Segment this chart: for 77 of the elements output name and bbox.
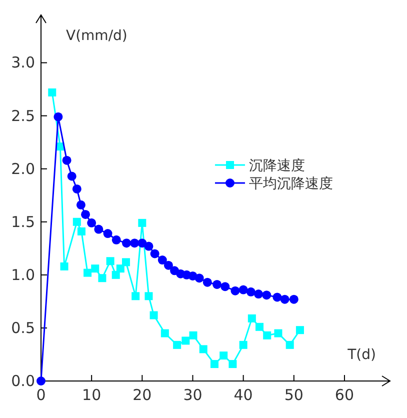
point bbox=[106, 257, 114, 266]
point bbox=[263, 331, 272, 340]
point bbox=[199, 345, 208, 354]
x-axis-title: T(d) bbox=[346, 347, 376, 363]
point bbox=[54, 112, 63, 122]
point bbox=[112, 270, 120, 279]
point bbox=[76, 200, 86, 210]
y-tick-label: 2.0 bbox=[11, 160, 35, 178]
y-tick-label: 0.0 bbox=[11, 372, 35, 390]
point bbox=[230, 286, 240, 296]
point bbox=[286, 340, 294, 349]
point bbox=[98, 274, 106, 282]
point bbox=[289, 294, 298, 304]
point bbox=[212, 280, 222, 289]
point bbox=[138, 218, 146, 227]
point bbox=[144, 292, 153, 300]
legend-label: 平均沉降速度 bbox=[249, 176, 333, 192]
x-tick-label: 10 bbox=[82, 386, 102, 404]
point bbox=[220, 282, 230, 292]
point bbox=[103, 229, 112, 238]
legend-label: 沉降速度 bbox=[249, 158, 305, 174]
point bbox=[280, 294, 290, 304]
point bbox=[238, 285, 248, 294]
point bbox=[150, 311, 158, 320]
point bbox=[220, 352, 228, 360]
point bbox=[228, 360, 237, 368]
y-tick-label: 2.5 bbox=[11, 106, 35, 125]
point bbox=[77, 227, 86, 236]
y-tick-label: 0.5 bbox=[11, 318, 35, 337]
point bbox=[202, 278, 212, 287]
point bbox=[182, 336, 190, 345]
point bbox=[81, 210, 90, 219]
y-tick-label: 1.0 bbox=[11, 266, 35, 284]
point bbox=[67, 172, 76, 181]
point bbox=[91, 264, 100, 273]
point bbox=[189, 331, 198, 340]
y-axis-title: V(mm/d) bbox=[66, 28, 128, 44]
x-tick-label: 40 bbox=[234, 386, 253, 404]
point bbox=[144, 242, 154, 251]
point bbox=[130, 238, 140, 248]
point bbox=[248, 314, 256, 322]
point bbox=[72, 184, 82, 194]
point bbox=[60, 262, 68, 270]
point bbox=[36, 376, 46, 386]
x-tick-label: 0 bbox=[36, 386, 46, 404]
point bbox=[48, 88, 56, 96]
point bbox=[122, 258, 130, 266]
y-tick-label: 1.5 bbox=[11, 212, 35, 231]
point bbox=[246, 287, 256, 296]
point bbox=[122, 238, 131, 248]
point bbox=[262, 290, 272, 300]
point bbox=[173, 340, 182, 349]
point bbox=[112, 235, 121, 244]
point bbox=[116, 264, 124, 273]
point bbox=[94, 224, 104, 234]
x-tick-label: 50 bbox=[284, 386, 304, 404]
point bbox=[272, 292, 282, 302]
point bbox=[84, 268, 92, 277]
x-tick-label: 30 bbox=[183, 386, 202, 404]
x-tick-label: 60 bbox=[334, 386, 354, 404]
point bbox=[254, 290, 263, 299]
point bbox=[132, 292, 140, 300]
point bbox=[274, 329, 282, 338]
point bbox=[72, 218, 81, 226]
point bbox=[296, 326, 304, 334]
point bbox=[150, 249, 160, 258]
point bbox=[239, 340, 248, 349]
x-tick-label: 20 bbox=[132, 386, 152, 404]
point bbox=[194, 274, 204, 283]
point bbox=[62, 156, 72, 165]
point bbox=[158, 256, 167, 265]
point bbox=[210, 360, 218, 368]
point bbox=[256, 322, 264, 331]
point bbox=[160, 329, 169, 338]
point bbox=[87, 218, 96, 228]
point bbox=[164, 260, 173, 270]
y-tick-label: 3.0 bbox=[11, 54, 35, 72]
